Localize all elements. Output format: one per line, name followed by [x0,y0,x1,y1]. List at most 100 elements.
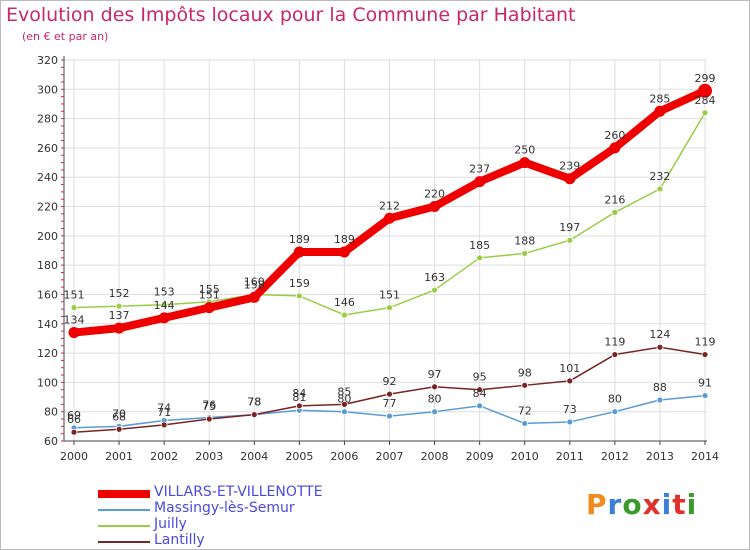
data-label: 88 [653,381,667,394]
data-point [566,418,574,426]
data-point [474,176,486,188]
data-point [160,301,168,309]
data-label: 70 [112,407,126,420]
data-label: 119 [695,336,716,349]
data-label: 71 [157,406,171,419]
data-point [701,351,709,358]
data-label: 144 [154,299,175,312]
data-label: 160 [244,275,265,288]
data-label: 299 [695,72,716,85]
x-tick-label: 2007 [376,450,404,463]
data-point [115,425,123,433]
chart-subtitle: (en € et par an) [22,30,109,43]
logo-letter: i [661,488,673,521]
data-label: 197 [559,221,580,234]
data-label: 212 [379,199,400,212]
data-label: 124 [649,328,670,341]
x-tick-label: 2000 [60,450,88,463]
logo-letter: x [642,488,662,521]
data-point [341,400,348,408]
x-tick-label: 2012 [601,450,629,463]
data-point [566,377,574,385]
data-point [293,246,305,258]
data-point [519,157,531,169]
data-label: 151 [64,289,85,302]
data-label: 95 [473,371,487,384]
plot-area [64,60,707,441]
data-point [160,421,168,429]
data-point [476,402,484,410]
data-point [521,381,529,389]
chart-title: Evolution des Impôts locaux pour la Comm… [6,4,576,26]
logo-letter: i [686,488,698,521]
x-tick-label: 2003 [195,450,223,463]
proxiti-logo: Proxiti [586,488,697,521]
x-tick-label: 2014 [691,450,719,463]
y-tick-label: 260 [37,142,58,155]
legend-swatch [98,509,150,511]
data-label: 220 [424,188,445,201]
data-point [701,392,709,399]
data-point [656,396,664,404]
data-point [701,109,709,117]
data-point [338,246,350,258]
data-point [564,173,576,185]
data-point [386,304,393,312]
data-label: 239 [559,160,580,173]
data-label: 285 [649,92,670,105]
data-label: 80 [337,393,351,406]
data-point [656,343,664,351]
data-label: 84 [292,387,306,400]
legend-swatch [98,541,150,543]
data-label: 284 [695,94,716,107]
y-tick-label: 200 [37,230,58,243]
data-label: 78 [247,396,261,409]
data-point [341,408,348,416]
data-label: 151 [199,289,220,302]
logo-letter: t [672,488,687,521]
data-label: 250 [514,144,535,157]
data-point [566,236,574,244]
x-tick-label: 2004 [240,450,268,463]
data-point [521,250,529,257]
data-label: 84 [473,387,487,400]
data-label: 188 [514,234,535,247]
data-point [115,302,123,310]
data-point [68,327,80,339]
data-point [429,201,441,213]
data-label: 81 [292,391,306,404]
data-label: 98 [518,366,532,379]
data-label: 134 [64,314,85,327]
data-label: 85 [337,385,351,398]
data-point [521,420,529,427]
x-tick-label: 2009 [466,450,494,463]
data-point [203,302,215,314]
data-label: 155 [199,283,220,296]
logo-letter: r [607,488,623,521]
data-point [431,383,438,391]
data-point [476,386,484,394]
data-point [654,105,666,117]
legend-swatch [98,490,150,498]
y-tick-label: 120 [37,347,58,360]
y-tick-label: 60 [44,435,58,448]
data-label: 69 [67,409,81,422]
legend-label: VILLARS-ET-VILLENOTTE [154,484,323,500]
data-point [476,254,484,262]
y-tick-label: 80 [44,406,58,419]
y-tick-label: 320 [37,54,58,67]
data-label: 91 [698,377,712,390]
data-label: 78 [247,396,261,409]
data-label: 80 [428,393,442,406]
data-label: 260 [604,129,625,142]
data-label: 80 [608,393,622,406]
data-label: 73 [563,403,577,416]
data-label: 158 [244,278,265,291]
data-point [384,212,395,224]
y-tick-label: 240 [37,171,58,184]
legend-label: Massingy-lès-Semur [154,500,295,516]
data-point [248,291,260,303]
logo-letter: o [622,488,643,521]
data-point [611,208,619,216]
data-label: 159 [289,277,310,290]
